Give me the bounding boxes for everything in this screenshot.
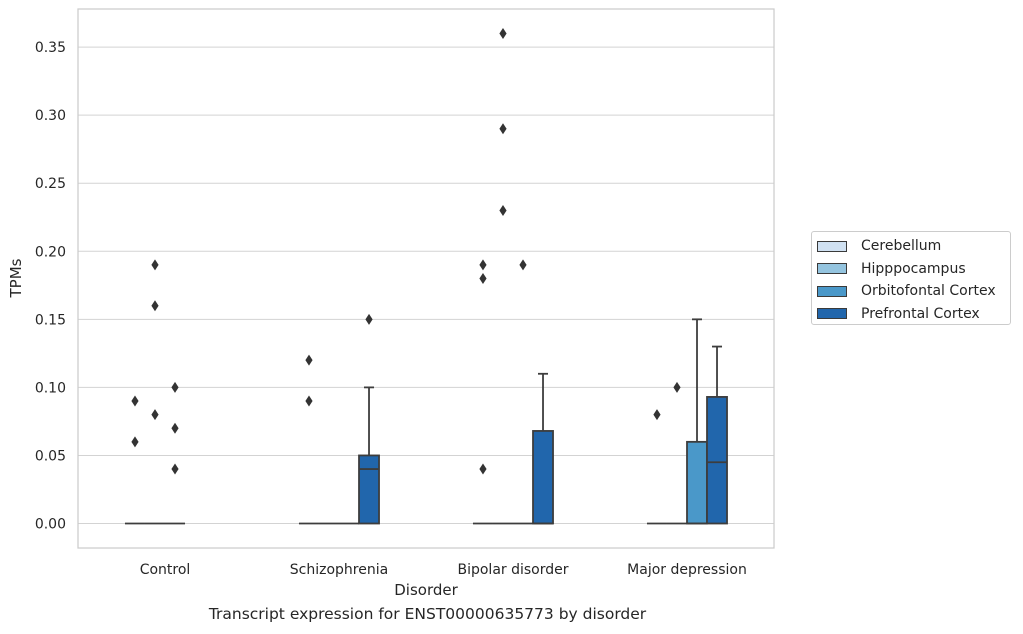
box	[706, 396, 728, 525]
gridlines	[78, 46, 774, 524]
x-tick-label: Control	[140, 562, 191, 578]
legend: Cerebellum Hipppocampus Orbitofontal Cor…	[811, 231, 1011, 325]
outlier-point	[499, 204, 507, 216]
outlier-point	[171, 463, 179, 475]
box-group	[298, 354, 319, 525]
outlier-point	[131, 436, 139, 448]
outlier-point	[499, 28, 507, 39]
legend-label-prefrontal-cortex: Prefrontal Cortex	[861, 305, 980, 322]
y-tick-label: 0.25	[35, 176, 66, 192]
y-tick-labels: 0.00 0.05 0.10 0.15 0.20 0.25 0.30 0.35	[35, 40, 66, 532]
y-tick-label: 0.10	[35, 380, 66, 396]
legend-item-hipppocampus: Hipppocampus	[817, 258, 1010, 281]
legend-label-cerebellum: Cerebellum	[861, 238, 942, 255]
x-tick-labels: Control Schizophrenia Bipolar disorder Majo…	[140, 562, 747, 578]
outlier-point	[673, 381, 681, 393]
legend-swatch-cerebellum	[817, 240, 847, 252]
box-group	[666, 381, 687, 525]
outlier-point	[519, 259, 527, 271]
outlier-point	[479, 463, 487, 475]
box-group	[472, 259, 493, 525]
outlier-point	[151, 300, 159, 312]
box-plot-groups	[124, 28, 728, 525]
y-axis-title: TPMs	[7, 258, 25, 298]
outlier-point	[151, 409, 159, 421]
box-group	[706, 345, 728, 525]
box-group	[358, 313, 380, 525]
x-tick-label: Schizophrenia	[290, 562, 388, 578]
y-tick-label: 0.35	[35, 40, 66, 56]
y-tick-label: 0.05	[35, 448, 66, 464]
legend-swatch-hipppocampus	[817, 263, 847, 275]
plot-frame	[77, 8, 775, 549]
outlier-point	[479, 273, 487, 284]
outlier-point	[171, 381, 179, 393]
box-group	[532, 372, 554, 525]
y-tick-label: 0.15	[35, 312, 66, 328]
x-axis-title: Disorder	[394, 581, 458, 599]
legend-item-prefrontal-cortex: Prefrontal Cortex	[817, 303, 1010, 326]
legend-swatch-orbitofontal-cortex	[817, 285, 847, 297]
x-tick-label: Bipolar disorder	[457, 562, 568, 578]
outlier-point	[653, 409, 661, 421]
box-group	[513, 259, 534, 525]
box-group	[165, 381, 186, 525]
outlier-point	[131, 395, 139, 407]
y-tick-label: 0.00	[35, 517, 66, 533]
legend-label-hipppocampus: Hipppocampus	[861, 260, 966, 277]
x-tick-label: Major depression	[627, 562, 747, 578]
chart-title: Transcript expression for ENST0000063577…	[208, 605, 647, 623]
box-group	[124, 395, 145, 525]
box-group	[144, 259, 165, 525]
outlier-point	[305, 354, 313, 366]
legend-label-orbitofontal-cortex: Orbitofontal Cortex	[861, 283, 996, 300]
box	[358, 454, 380, 525]
legend-item-orbitofontal-cortex: Orbitofontal Cortex	[817, 280, 1010, 303]
plot-background	[78, 9, 774, 548]
box	[532, 430, 554, 525]
box-group	[646, 409, 667, 525]
outlier-point	[171, 422, 179, 434]
box	[686, 440, 708, 525]
outlier-point	[499, 123, 507, 135]
outlier-point	[365, 313, 373, 325]
outlier-point	[479, 259, 487, 271]
y-tick-label: 0.30	[35, 108, 66, 124]
legend-swatch-prefrontal-cortex	[817, 308, 847, 320]
outlier-point	[151, 259, 159, 271]
box-group	[492, 28, 513, 525]
outlier-point	[305, 395, 313, 407]
legend-item-cerebellum: Cerebellum	[817, 235, 1010, 258]
y-tick-label: 0.20	[35, 244, 66, 260]
